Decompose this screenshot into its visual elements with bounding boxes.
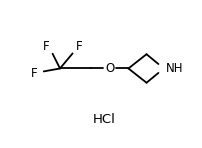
Text: F: F xyxy=(42,40,49,53)
Text: F: F xyxy=(31,67,37,79)
Text: F: F xyxy=(76,40,83,53)
Text: NH: NH xyxy=(165,62,183,75)
Text: HCl: HCl xyxy=(92,113,115,126)
Text: O: O xyxy=(104,62,114,75)
